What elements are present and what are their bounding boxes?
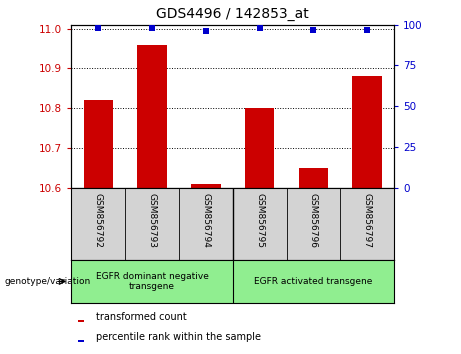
Text: GSM856795: GSM856795 bbox=[255, 193, 264, 249]
Point bbox=[310, 27, 317, 33]
Text: EGFR activated transgene: EGFR activated transgene bbox=[254, 277, 372, 286]
Bar bbox=[299, 168, 328, 188]
Text: GSM856796: GSM856796 bbox=[309, 193, 318, 249]
Point bbox=[364, 27, 371, 33]
Point bbox=[202, 28, 210, 34]
Point bbox=[256, 25, 263, 31]
Text: percentile rank within the sample: percentile rank within the sample bbox=[96, 332, 260, 342]
Point bbox=[148, 25, 156, 31]
Text: transformed count: transformed count bbox=[96, 312, 186, 322]
Bar bbox=[245, 108, 274, 188]
Text: GSM856793: GSM856793 bbox=[148, 193, 157, 249]
Bar bbox=[191, 184, 221, 188]
Text: GSM856794: GSM856794 bbox=[201, 193, 210, 248]
Title: GDS4496 / 142853_at: GDS4496 / 142853_at bbox=[156, 7, 309, 21]
Bar bbox=[78, 320, 83, 322]
Bar bbox=[83, 100, 113, 188]
Text: GSM856797: GSM856797 bbox=[363, 193, 372, 249]
Text: EGFR dominant negative
transgene: EGFR dominant negative transgene bbox=[96, 272, 208, 291]
Bar bbox=[137, 45, 167, 188]
Bar bbox=[353, 76, 382, 188]
Point bbox=[95, 25, 102, 31]
Text: genotype/variation: genotype/variation bbox=[5, 277, 91, 286]
Bar bbox=[78, 340, 83, 342]
Text: GSM856792: GSM856792 bbox=[94, 193, 103, 248]
